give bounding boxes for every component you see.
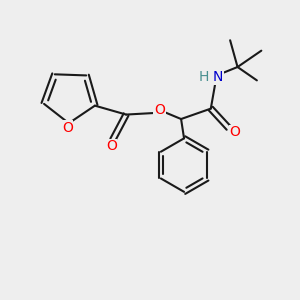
Text: O: O [230, 125, 241, 140]
Text: N: N [213, 70, 224, 84]
Text: O: O [62, 121, 73, 135]
Text: H: H [199, 70, 209, 84]
Text: O: O [106, 140, 117, 153]
Text: O: O [154, 103, 165, 117]
